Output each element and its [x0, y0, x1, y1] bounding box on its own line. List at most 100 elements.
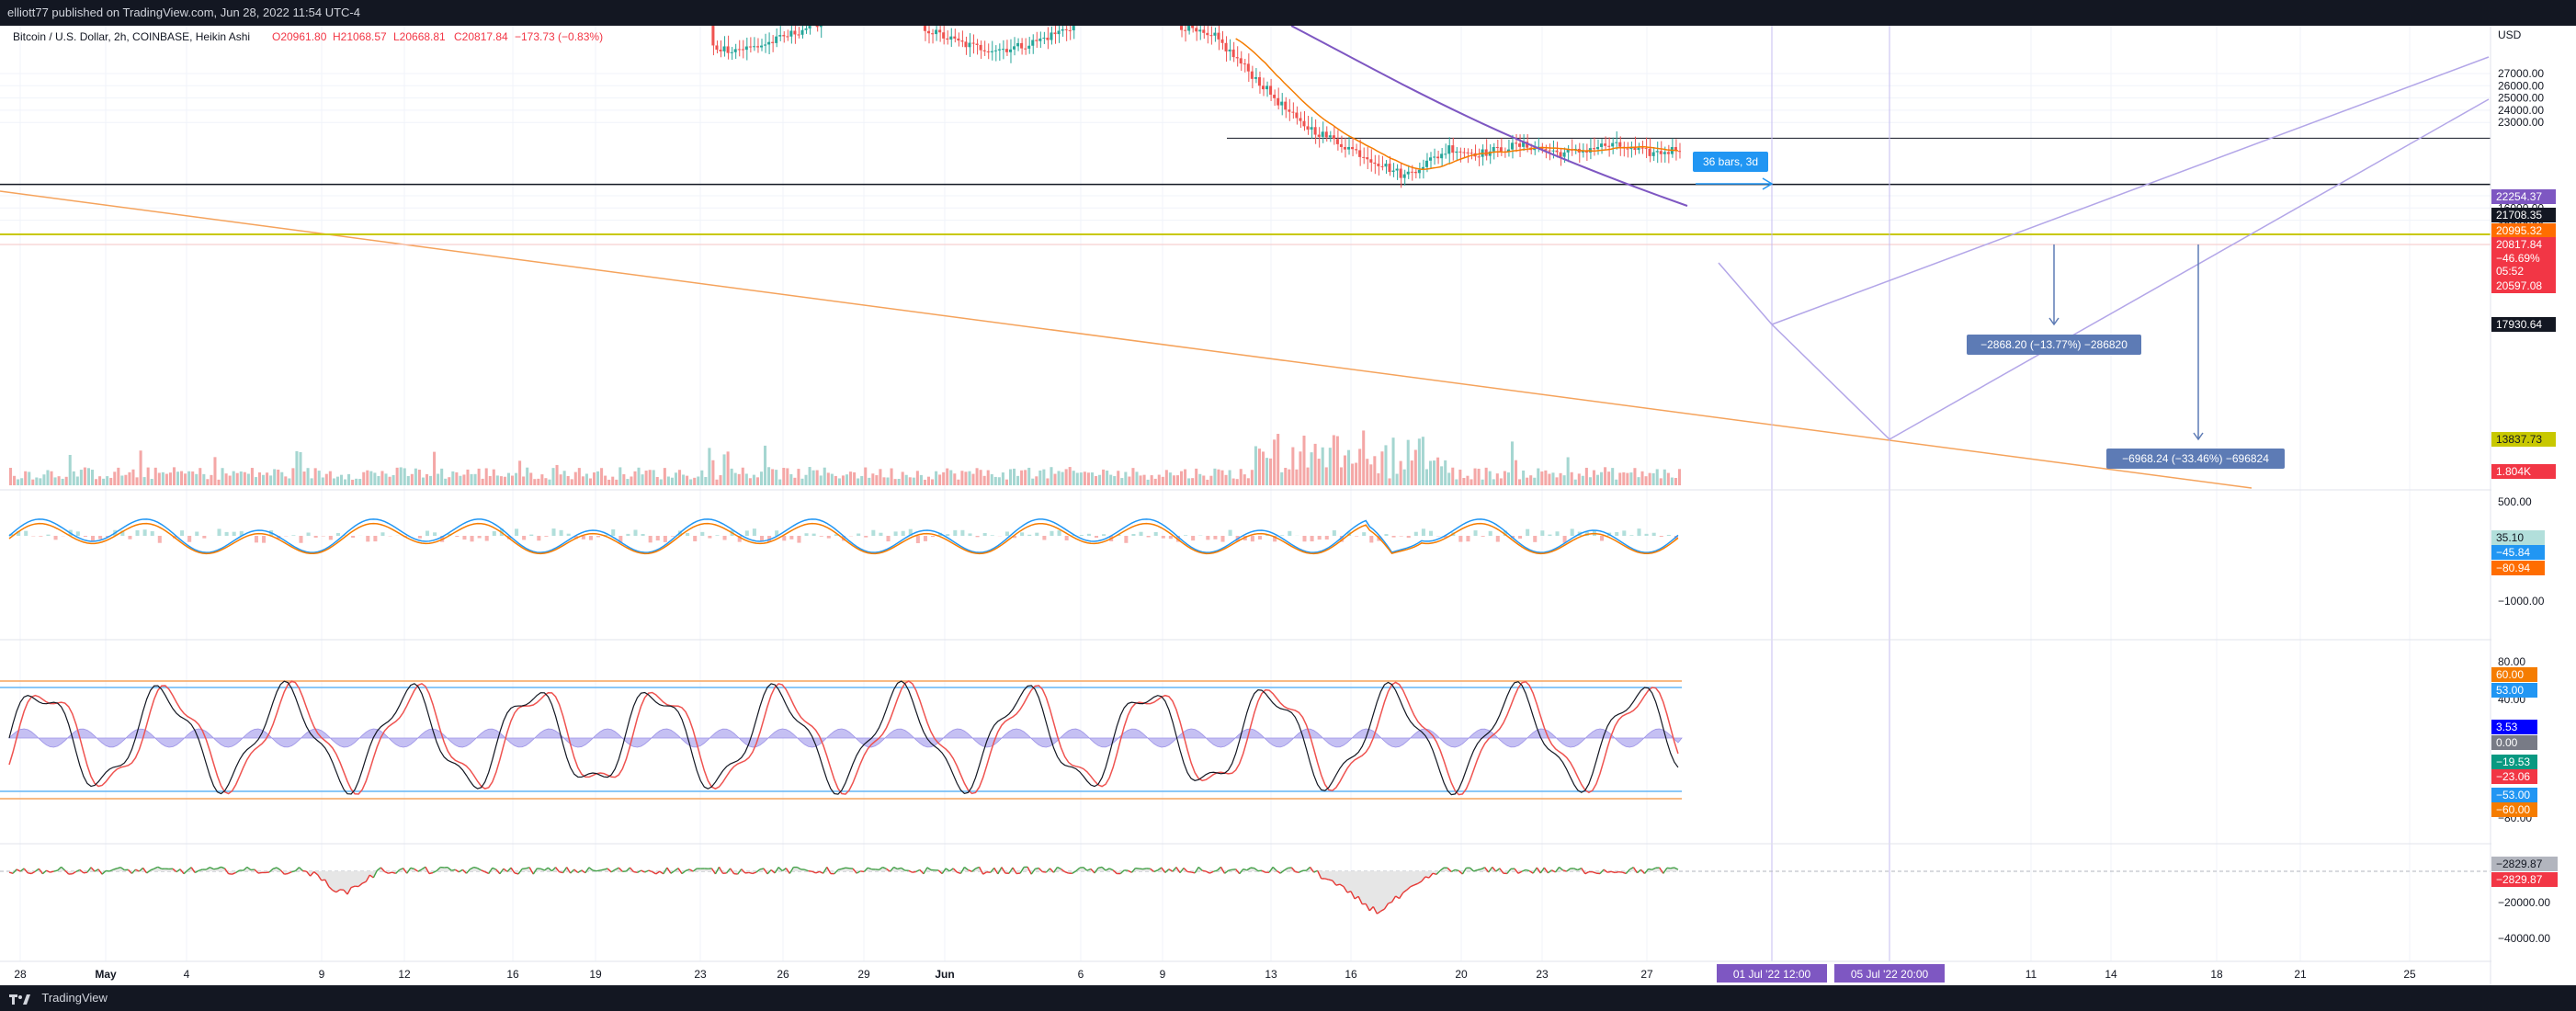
flow-line-segment	[328, 886, 334, 892]
volume-bar	[823, 467, 826, 485]
volume-bar	[789, 473, 793, 485]
flow-line-segment	[1584, 870, 1590, 875]
flow-line-segment	[372, 869, 379, 879]
volume-bar	[551, 468, 555, 485]
candle-body	[1358, 150, 1362, 157]
chart-canvas[interactable]: 36 bars, 3d −2868.20 (−13.77%) −286820 −69…	[0, 26, 2576, 985]
flow-line-segment	[30, 870, 36, 875]
flow-line-segment	[1220, 866, 1226, 874]
flow-line-segment	[945, 868, 950, 872]
candle-body	[1280, 101, 1284, 106]
volume-bar	[663, 468, 666, 485]
volume-bar	[1562, 475, 1566, 485]
macd-histogram-bar	[1057, 530, 1061, 536]
candle-body	[1492, 146, 1495, 152]
price-tag-label: 21708.35	[2496, 209, 2542, 222]
volume-bar	[1306, 467, 1310, 485]
flow-line-segment	[1376, 910, 1381, 914]
candle-body	[1626, 148, 1629, 150]
candle-body	[1347, 146, 1351, 150]
projection-drawings[interactable]	[1696, 26, 2490, 961]
horizontal-levels[interactable]	[0, 137, 2491, 245]
macd-histogram-bar	[1384, 534, 1389, 536]
time-axis[interactable]: 28 May 4 9 12 16 19 23 26 29 Jun 6 9 13 16 20 23 27 11 14 18…	[14, 964, 2416, 983]
flow-line-segment	[294, 867, 300, 872]
candle-body	[804, 28, 808, 30]
macd-histogram-bar	[180, 530, 185, 536]
measure-label-1[interactable]: −2868.20 (−13.77%) −286820	[1967, 335, 2141, 355]
measure-label-2[interactable]: −6968.24 (−33.46%) −696824	[2106, 449, 2285, 469]
volume-bar	[1291, 447, 1295, 485]
candle-body	[786, 36, 789, 38]
macd-histogram-bar	[596, 536, 601, 538]
annotation-labels[interactable]: 36 bars, 3d −2868.20 (−13.77%) −286820 −69…	[1693, 152, 2285, 469]
volume-bar	[1644, 476, 1648, 485]
volume-bar	[50, 471, 53, 485]
candle-body	[1184, 29, 1187, 31]
volume-bar	[440, 468, 444, 485]
macd-histogram-bar	[990, 535, 994, 536]
volume-bar	[1406, 439, 1410, 485]
candle-body	[1637, 147, 1640, 151]
flow-line-segment	[770, 869, 776, 874]
orange-trendline[interactable]	[0, 190, 2253, 489]
flow-line-segment	[454, 869, 460, 873]
candle-body	[737, 49, 741, 51]
volume-bar	[782, 468, 786, 485]
volume-bar	[406, 475, 410, 485]
flow-line-segment	[1637, 869, 1641, 874]
volume-bar	[1473, 468, 1477, 485]
volume-bar	[942, 471, 946, 485]
time-axis-label: 19	[589, 968, 602, 981]
candle-body	[968, 42, 971, 48]
volume-bar	[199, 468, 202, 485]
volume-bar	[250, 468, 254, 485]
volume-bar	[1120, 478, 1124, 485]
flow-line-segment	[1272, 866, 1277, 871]
price-axis[interactable]: USD 27000.0026000.0025000.0024000.0023000…	[2491, 26, 2576, 985]
candle-body	[1302, 120, 1306, 127]
bars-range-label[interactable]: 36 bars, 3d	[1693, 152, 1768, 172]
macd-tag-bg	[2491, 530, 2545, 545]
flow-line-segment	[1317, 869, 1322, 880]
macd-histogram-bar	[797, 536, 801, 543]
candle-body	[1384, 164, 1388, 167]
candle-body	[926, 30, 931, 34]
flow-line-segment	[819, 870, 824, 874]
flow-line-segment	[957, 871, 961, 875]
measure-label-2-bg	[2106, 449, 2285, 469]
flow-line-segment	[730, 868, 735, 875]
macd-histogram-bar	[455, 536, 460, 538]
volume-bar	[1046, 478, 1050, 485]
flow-line-segment	[1108, 868, 1114, 871]
flow-line-segment	[968, 869, 972, 872]
candle-body	[931, 33, 935, 35]
price-tag-bg	[2491, 237, 2556, 252]
candle-body	[1659, 151, 1662, 154]
macd-histogram-bar	[641, 533, 645, 536]
stoch-tag-bg	[2491, 802, 2537, 817]
volume-bar	[157, 472, 161, 485]
time-axis-label: 4	[184, 968, 190, 981]
flow-line-segment	[90, 867, 96, 872]
macd-histogram-bar	[893, 531, 898, 536]
price-tag-bg	[2491, 464, 2556, 479]
macd-histogram-bar	[879, 532, 883, 536]
macd-histogram-bar	[708, 536, 712, 539]
macd-histogram-bar	[1317, 536, 1322, 540]
time-highlight-label: 01 Jul '22 12:00	[1733, 968, 1811, 981]
flow-line-segment	[317, 874, 323, 881]
candle-body	[1413, 171, 1417, 174]
flow-line-segment	[1042, 870, 1047, 873]
candle-body	[935, 29, 938, 35]
volume-bar	[395, 467, 399, 485]
time-highlight-bg	[1717, 964, 1827, 983]
volume-bar	[1016, 475, 1020, 485]
candle-body	[1313, 127, 1317, 135]
flow-line-segment	[1455, 869, 1459, 872]
candle-body	[793, 30, 797, 35]
volume-bar	[172, 467, 176, 485]
candle-body	[986, 51, 990, 52]
flow-line-segment	[1090, 868, 1095, 874]
flow-line-segment	[1216, 866, 1221, 871]
